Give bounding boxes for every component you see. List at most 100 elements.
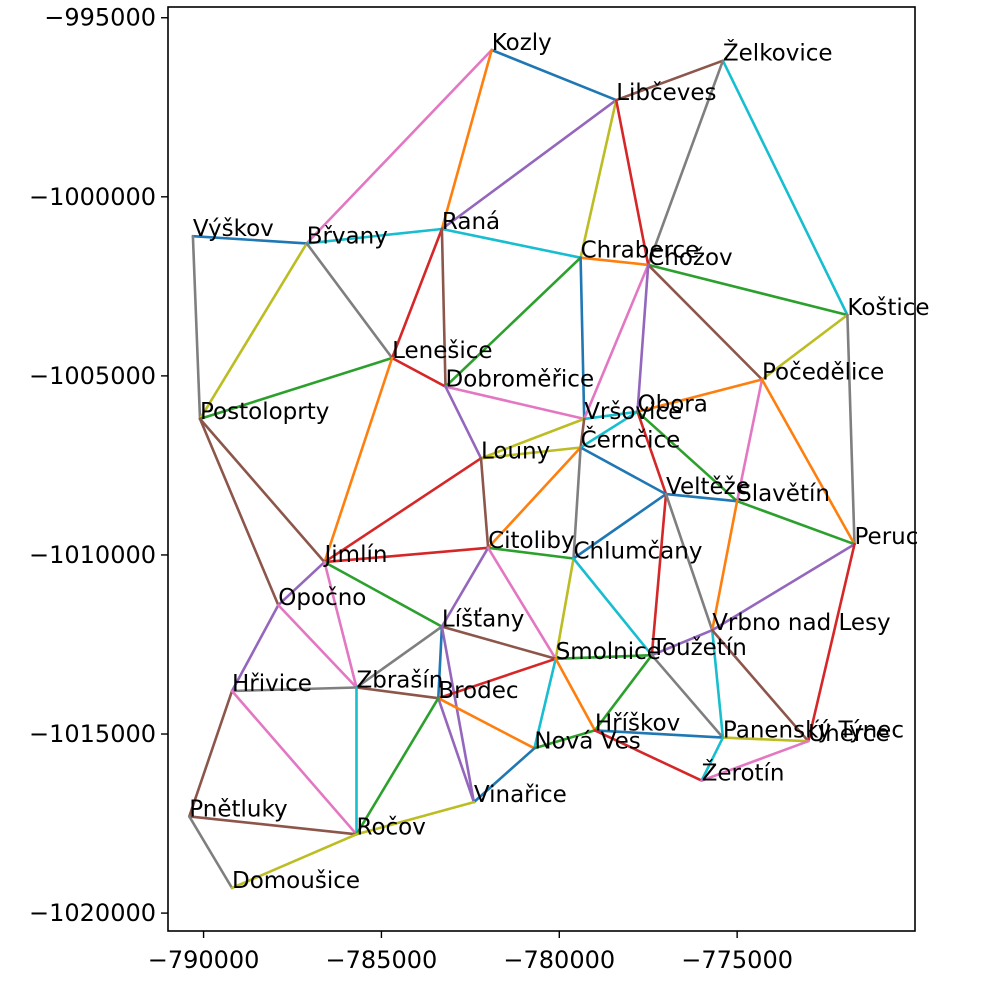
- edge-smolnice-nova-ves: [533, 657, 558, 750]
- edge-libceves-zelkovice: [614, 59, 725, 102]
- town-label-jimlin: Jimlín: [323, 542, 388, 568]
- y-tick-label: −1015000: [29, 720, 156, 748]
- edge-nova-ves-hriskov: [533, 729, 597, 750]
- town-label-obora: Obora: [638, 392, 708, 418]
- edge-postoloprty-jimlin: [198, 417, 326, 564]
- edge-pocedelice-peruc: [760, 378, 856, 546]
- edge-zelkovice-kostice: [721, 59, 849, 317]
- edge-kozly-brvany: [305, 48, 494, 245]
- town-label-chraberce: Chraberce: [581, 238, 700, 264]
- edge-smolnice-hriskov: [554, 657, 597, 732]
- edge-brvany-postoloprty: [198, 242, 309, 421]
- edge-brodec-vinarice: [436, 696, 476, 804]
- edge-lenesice-dobromerice: [390, 356, 447, 388]
- edge-listany-zbrasin: [355, 625, 444, 689]
- edge-brvany-lenesice: [305, 242, 394, 360]
- edge-jimlin-opocno: [276, 560, 326, 607]
- town-label-slavetin: Slavětín: [737, 481, 830, 507]
- edges-layer: [188, 48, 856, 890]
- edge-zelkovice-chozov: [646, 59, 725, 267]
- edge-chozov-vrsovice: [582, 263, 650, 421]
- edge-touzetin-hriskov: [593, 653, 654, 732]
- edge-chlumcany-smolnice: [554, 557, 575, 661]
- edge-zbrasin-brodec: [355, 686, 440, 700]
- edge-velteze-vrbno-nad-lesy: [664, 492, 714, 632]
- edge-chraberce-vrsovice: [579, 256, 586, 421]
- town-label-panensky-tynec: Panenský Týnec: [723, 718, 904, 744]
- edge-kostice-pocedelice: [760, 313, 849, 381]
- x-tick-label: −785000: [326, 946, 438, 974]
- edge-lenesice-jimlin: [323, 356, 394, 564]
- edge-hrivice-zbrasin: [230, 686, 358, 693]
- edge-louny-jimlin: [323, 456, 483, 564]
- edge-velteze-slavetin: [664, 492, 739, 503]
- edge-vinarice-rocov: [355, 800, 476, 836]
- edge-hrivice-pnetluky: [188, 689, 234, 818]
- town-label-lenesice: Lenešice: [392, 338, 492, 364]
- edge-citoliby-listany: [440, 546, 490, 628]
- edge-panensky-tynec-uherce: [721, 736, 810, 743]
- edge-libceves-rana: [440, 98, 618, 231]
- edge-dobromerice-vrsovice: [444, 385, 586, 421]
- edge-jimlin-zbrasin: [323, 560, 358, 689]
- edge-vrsovice-cerncice: [579, 417, 586, 449]
- edge-citoliby-chlumcany: [486, 546, 575, 560]
- edge-listany-smolnice: [440, 625, 558, 661]
- edge-pnetluky-domousice: [188, 815, 234, 890]
- edge-chlumcany-touzetin: [572, 557, 654, 657]
- y-tick-label: −1010000: [29, 541, 156, 569]
- town-label-chlumcany: Chlumčany: [574, 539, 703, 565]
- edge-jimlin-citoliby: [323, 546, 490, 564]
- edge-peruc-uherce: [806, 542, 856, 743]
- edge-smolnice-brodec: [436, 657, 558, 700]
- edge-hrivice-rocov: [230, 689, 358, 836]
- town-label-libceves: Libčeves: [616, 80, 716, 106]
- edge-obora-velteze: [636, 410, 668, 496]
- town-label-listany: Líšťany: [442, 607, 525, 633]
- edge-vrsovice-obora: [582, 410, 639, 421]
- edge-peruc-vrbno-nad-lesy: [710, 542, 856, 632]
- x-axis: −790000 −785000 −780000 −775000: [148, 931, 793, 974]
- town-label-dobromerice: Dobroměřice: [446, 367, 595, 393]
- y-tick-label: −1020000: [29, 899, 156, 927]
- edge-rana-chraberce: [440, 227, 582, 260]
- town-label-pocedelice: Počedělice: [762, 360, 884, 386]
- edge-slavetin-vrbno-nad-lesy: [710, 499, 739, 632]
- town-label-brodec: Brodec: [438, 678, 518, 704]
- town-label-uherce: Úherce: [808, 719, 889, 747]
- plot-frame: [167, 6, 916, 932]
- town-label-kostice: Koštice: [847, 295, 929, 321]
- town-label-peruc: Peruc: [855, 524, 919, 550]
- edge-lenesice-postoloprty: [198, 356, 394, 421]
- edge-chozov-kostice: [646, 263, 849, 317]
- town-label-zbrasin: Zbrašín: [357, 668, 444, 694]
- y-tick-label: −1005000: [29, 362, 156, 390]
- town-label-domousice: Domoušice: [232, 868, 360, 894]
- edge-obora-slavetin: [636, 410, 739, 503]
- town-label-rana: Raná: [442, 209, 500, 235]
- edge-cerncice-velteze: [579, 446, 668, 496]
- edge-libceves-chozov: [614, 98, 650, 267]
- town-label-chozov: Chožov: [648, 245, 732, 271]
- x-tick-label: −775000: [681, 946, 793, 974]
- edge-brvany-rana: [305, 227, 444, 245]
- town-label-brvany: Břvany: [307, 223, 388, 249]
- town-label-zelkovice: Želkovice: [723, 39, 833, 67]
- town-label-vinarice: Vinařice: [474, 782, 567, 808]
- edge-rocov-domousice: [230, 832, 358, 890]
- town-label-hrivice: Hřivice: [232, 671, 312, 697]
- edge-touzetin-panensky-tynec: [650, 653, 725, 739]
- edge-velteze-chlumcany: [572, 492, 668, 560]
- edge-velteze-touzetin: [650, 492, 668, 657]
- edge-hriskov-panensky-tynec: [593, 729, 725, 739]
- edge-postoloprty-opocno: [198, 417, 280, 607]
- edge-slavetin-peruc: [735, 499, 856, 546]
- town-label-vyskov: Výškov: [193, 216, 274, 242]
- edge-chraberce-dobromerice: [444, 256, 582, 388]
- town-label-rocov: Ročov: [357, 814, 426, 840]
- town-label-postoloprty: Postoloprty: [200, 399, 329, 425]
- edge-obora-cerncice: [579, 410, 639, 449]
- y-axis: −995000 −1000000 −1005000 −1010000 −1015000 −…: [29, 4, 168, 927]
